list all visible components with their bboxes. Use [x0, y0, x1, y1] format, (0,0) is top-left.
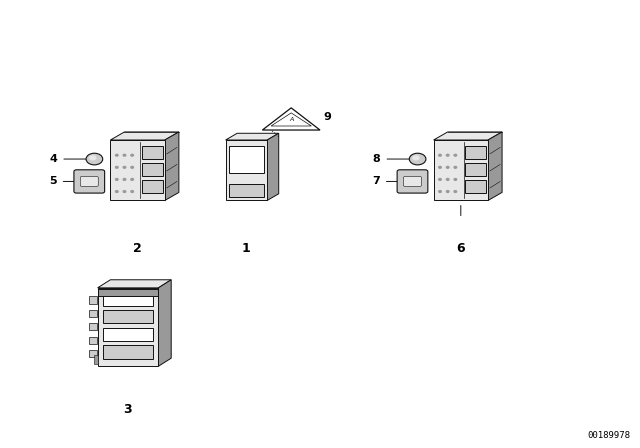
Bar — [226, 140, 268, 200]
Bar — [465, 180, 486, 193]
Circle shape — [412, 155, 420, 160]
Bar — [98, 288, 159, 366]
FancyBboxPatch shape — [404, 177, 422, 186]
Circle shape — [454, 154, 457, 156]
Bar — [142, 163, 163, 176]
Text: 4: 4 — [49, 154, 57, 164]
Bar — [103, 310, 152, 323]
Circle shape — [447, 191, 449, 193]
Text: 8: 8 — [372, 154, 380, 164]
Bar — [89, 323, 97, 331]
Text: A: A — [289, 117, 293, 122]
Bar — [142, 180, 163, 193]
Polygon shape — [165, 132, 179, 200]
Circle shape — [115, 178, 118, 180]
Text: 1: 1 — [242, 242, 251, 255]
Bar — [98, 289, 159, 296]
Circle shape — [439, 154, 442, 156]
Bar — [110, 140, 165, 200]
Circle shape — [447, 166, 449, 168]
Text: 7: 7 — [372, 177, 380, 186]
Circle shape — [86, 153, 102, 165]
Polygon shape — [98, 280, 172, 288]
Circle shape — [454, 166, 457, 168]
Circle shape — [454, 178, 457, 180]
Circle shape — [115, 191, 118, 193]
Circle shape — [123, 154, 125, 156]
Bar — [89, 310, 97, 317]
Circle shape — [410, 153, 426, 165]
Bar — [465, 163, 486, 176]
Text: 2: 2 — [133, 242, 142, 255]
FancyBboxPatch shape — [80, 177, 98, 186]
Circle shape — [131, 191, 134, 193]
Bar — [142, 146, 163, 159]
FancyBboxPatch shape — [397, 170, 428, 193]
Bar — [229, 184, 264, 197]
Text: 3: 3 — [124, 403, 132, 416]
Circle shape — [89, 155, 97, 160]
Bar — [465, 146, 486, 159]
Circle shape — [447, 178, 449, 180]
Polygon shape — [110, 132, 179, 140]
Bar — [103, 345, 152, 358]
Circle shape — [131, 178, 134, 180]
Bar — [89, 350, 97, 358]
FancyBboxPatch shape — [74, 170, 104, 193]
Bar — [434, 140, 488, 200]
Circle shape — [439, 178, 442, 180]
Circle shape — [131, 166, 134, 168]
Polygon shape — [159, 280, 172, 366]
Text: 5: 5 — [49, 177, 57, 186]
Circle shape — [131, 154, 134, 156]
Text: 9: 9 — [323, 112, 331, 122]
Text: 6: 6 — [456, 242, 465, 255]
Polygon shape — [268, 134, 279, 200]
Bar — [103, 327, 152, 341]
Circle shape — [123, 166, 125, 168]
Polygon shape — [488, 132, 502, 200]
Bar — [89, 297, 97, 304]
Circle shape — [123, 191, 125, 193]
Polygon shape — [226, 134, 279, 140]
Bar — [103, 293, 152, 306]
Circle shape — [115, 166, 118, 168]
Bar — [94, 355, 99, 364]
Bar — [229, 146, 264, 173]
Circle shape — [454, 191, 457, 193]
Circle shape — [447, 154, 449, 156]
Bar — [89, 337, 97, 344]
Circle shape — [115, 154, 118, 156]
Text: 00189978: 00189978 — [588, 431, 630, 440]
Circle shape — [439, 166, 442, 168]
Polygon shape — [262, 108, 320, 130]
Circle shape — [123, 178, 125, 180]
Polygon shape — [434, 132, 502, 140]
Circle shape — [439, 191, 442, 193]
